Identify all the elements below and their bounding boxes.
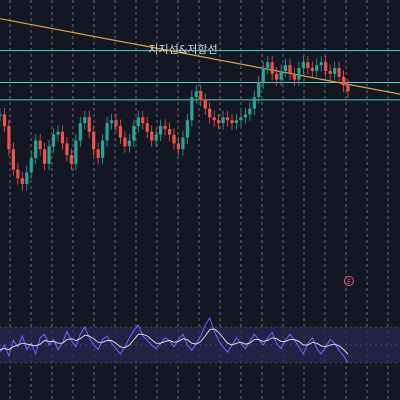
candle-body	[150, 131, 154, 141]
candle-body	[252, 97, 256, 109]
candle-body	[257, 82, 261, 97]
candle-body	[0, 114, 2, 116]
candle-body	[279, 70, 283, 80]
candle-body	[47, 146, 51, 164]
candle-body	[38, 140, 42, 150]
event-marker[interactable]: E	[344, 276, 354, 286]
candle-body	[208, 108, 212, 118]
candle-body	[87, 117, 91, 132]
candle-body	[29, 157, 33, 173]
candle-body	[145, 123, 149, 132]
candle-body	[114, 120, 118, 126]
candle-body	[154, 134, 158, 141]
candle-body	[34, 140, 38, 158]
candle-body	[2, 114, 7, 126]
candle-body	[16, 169, 20, 179]
candle-body	[83, 117, 87, 124]
oscillator-line	[0, 316, 349, 364]
oscillator-band-area	[0, 326, 400, 364]
candle-body	[141, 117, 145, 124]
candle-body	[306, 62, 310, 68]
candle-body	[333, 68, 337, 74]
candle-body	[217, 120, 221, 124]
candle-body	[315, 65, 319, 71]
candle-body	[167, 128, 172, 135]
candle-body	[105, 123, 109, 141]
candle-body	[51, 134, 56, 147]
candle-body	[261, 68, 265, 83]
candle-body	[43, 149, 47, 164]
candle-body	[96, 149, 100, 158]
candle-body	[239, 117, 243, 121]
candle-body	[199, 91, 203, 100]
candle-body	[310, 68, 314, 71]
candle-body	[212, 117, 216, 121]
candle-body	[288, 65, 292, 74]
candle-body	[319, 62, 323, 66]
candle-body	[185, 120, 189, 138]
candle-body	[297, 68, 301, 80]
candle-body	[136, 117, 140, 126]
candle-body	[123, 137, 127, 147]
support-resistance-annotation: 지지선&저항선	[148, 43, 217, 56]
candle-body	[328, 70, 332, 74]
candle-body	[301, 62, 305, 68]
candle-body	[159, 126, 163, 135]
candle-body	[127, 140, 131, 147]
candle-body	[275, 73, 279, 80]
event-marker-label[interactable]: E	[347, 279, 351, 286]
candle-body	[132, 126, 136, 141]
trendline	[0, 18, 400, 95]
candle-body	[324, 62, 328, 71]
candle-body	[56, 131, 60, 135]
candle-body	[172, 134, 176, 144]
candle-body	[234, 120, 239, 124]
candle-body	[337, 68, 341, 77]
candle-body	[346, 85, 350, 92]
candle-body	[248, 108, 252, 115]
candle-body	[163, 126, 167, 129]
candle-body	[181, 137, 185, 150]
candle-body	[118, 126, 123, 138]
candle-body	[176, 143, 181, 150]
candle-body	[20, 178, 24, 184]
candle-body	[69, 155, 73, 164]
candle-body	[194, 91, 198, 97]
oscillator-signal-line	[0, 328, 349, 355]
candle-body	[225, 117, 230, 121]
candle-body	[109, 120, 114, 124]
candle-body	[74, 140, 78, 164]
candle-body	[270, 62, 274, 74]
candle-body	[221, 117, 225, 124]
candle-body	[243, 114, 247, 118]
candle-body	[25, 172, 29, 184]
candle-body	[78, 123, 82, 141]
candle-body	[7, 126, 11, 150]
candle-body	[60, 131, 65, 144]
support-resistance-levels	[0, 50, 400, 101]
candle-body	[101, 140, 105, 158]
candle-body	[283, 65, 288, 71]
candle-body	[203, 99, 207, 109]
candle-body	[92, 131, 96, 150]
candle-body	[266, 62, 270, 68]
candle-body	[230, 120, 234, 124]
candle-body	[11, 149, 15, 170]
trendline-group	[0, 18, 400, 95]
oscillator-group	[0, 316, 349, 364]
candle-body	[341, 76, 346, 86]
candle-body	[292, 73, 297, 80]
event-marker-circle[interactable]	[344, 276, 354, 286]
candle-body	[190, 97, 194, 121]
candle-body	[65, 143, 69, 155]
candles-group	[0, 55, 350, 191]
